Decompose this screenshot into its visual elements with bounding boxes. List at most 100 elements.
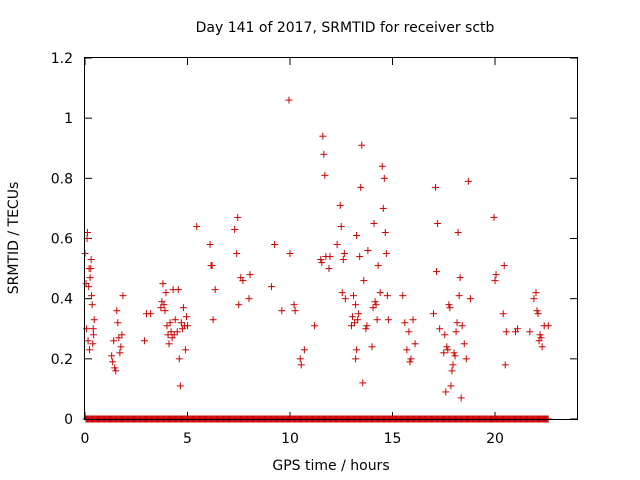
data-point (544, 322, 552, 330)
data-point (442, 388, 450, 396)
data-point (317, 256, 325, 264)
x-tick-label: 5 (183, 431, 192, 447)
data-point (490, 213, 498, 221)
data-point (364, 247, 372, 255)
data-point (211, 286, 219, 294)
data-point (157, 304, 165, 312)
data-point (363, 322, 371, 330)
data-point (271, 241, 279, 249)
x-tick-label: 10 (281, 431, 299, 447)
data-point (88, 301, 96, 309)
data-point (340, 250, 348, 258)
data-point (325, 265, 333, 273)
data-point (434, 219, 442, 227)
data-point (382, 250, 390, 258)
data-point (140, 337, 148, 345)
data-point (208, 262, 216, 270)
y-tick-label: 0.8 (51, 171, 73, 187)
data-point (381, 228, 389, 236)
data-point (116, 349, 124, 357)
data-point (109, 358, 117, 366)
data-point (441, 331, 449, 339)
data-point (319, 132, 327, 140)
data-point (268, 283, 276, 291)
data-point (209, 316, 217, 324)
data-point (357, 183, 365, 191)
data-point (84, 337, 92, 345)
data-point (173, 328, 181, 336)
data-point (370, 219, 378, 227)
data-point (110, 337, 118, 345)
data-point (403, 346, 411, 354)
data-point (466, 295, 474, 303)
data-point (407, 355, 415, 363)
data-point (502, 328, 510, 336)
data-point (87, 265, 95, 273)
data-point (167, 328, 175, 336)
data-point (162, 289, 170, 297)
data-point (231, 225, 239, 233)
data-point (193, 222, 201, 230)
data-point (492, 271, 500, 279)
data-point (181, 346, 189, 354)
data-point (432, 183, 440, 191)
data-point (462, 355, 470, 363)
data-point (111, 364, 119, 372)
data-point (436, 325, 444, 333)
y-tick-label: 0 (64, 412, 73, 428)
data-point (379, 204, 387, 212)
data-point (352, 301, 360, 309)
data-point (112, 367, 120, 375)
data-point (533, 307, 541, 315)
data-point (532, 289, 540, 297)
data-point (430, 310, 437, 318)
data-point (440, 349, 448, 357)
plot-frame (84, 57, 578, 420)
data-point (537, 334, 545, 342)
data-point (113, 307, 121, 315)
data-point (457, 394, 465, 402)
data-point (285, 96, 293, 104)
data-point (376, 289, 384, 297)
data-point (165, 340, 173, 348)
data-point (170, 331, 178, 339)
data-point (444, 346, 452, 354)
data-point (514, 325, 522, 333)
data-point (245, 295, 253, 303)
data-point (163, 322, 171, 330)
data-point (338, 289, 346, 297)
data-point (534, 310, 542, 318)
data-point (350, 292, 358, 300)
data-point (321, 171, 329, 179)
data-point (378, 162, 386, 170)
y-tick-label: 1.2 (51, 51, 73, 67)
data-point (320, 150, 328, 158)
data-point (464, 177, 472, 185)
y-tick-label: 0.4 (51, 292, 73, 308)
x-axis-label: GPS time / hours (272, 458, 389, 474)
data-point (450, 349, 458, 357)
x-tick-label: 0 (81, 431, 90, 447)
data-point (119, 292, 127, 300)
data-point (339, 256, 347, 264)
data-point (373, 316, 381, 324)
data-point (234, 213, 242, 221)
data-point (235, 301, 243, 309)
data-point (333, 241, 341, 249)
data-point (348, 322, 355, 330)
data-points (81, 96, 552, 402)
data-point (355, 310, 363, 318)
data-point (353, 346, 361, 354)
data-point (368, 343, 376, 351)
data-point (115, 334, 123, 342)
data-point (341, 295, 349, 303)
data-point (336, 201, 344, 209)
data-point (451, 352, 459, 360)
data-point (117, 343, 125, 351)
data-point (401, 319, 409, 327)
data-point (161, 307, 169, 315)
data-point (290, 301, 298, 309)
data-point (448, 367, 456, 375)
